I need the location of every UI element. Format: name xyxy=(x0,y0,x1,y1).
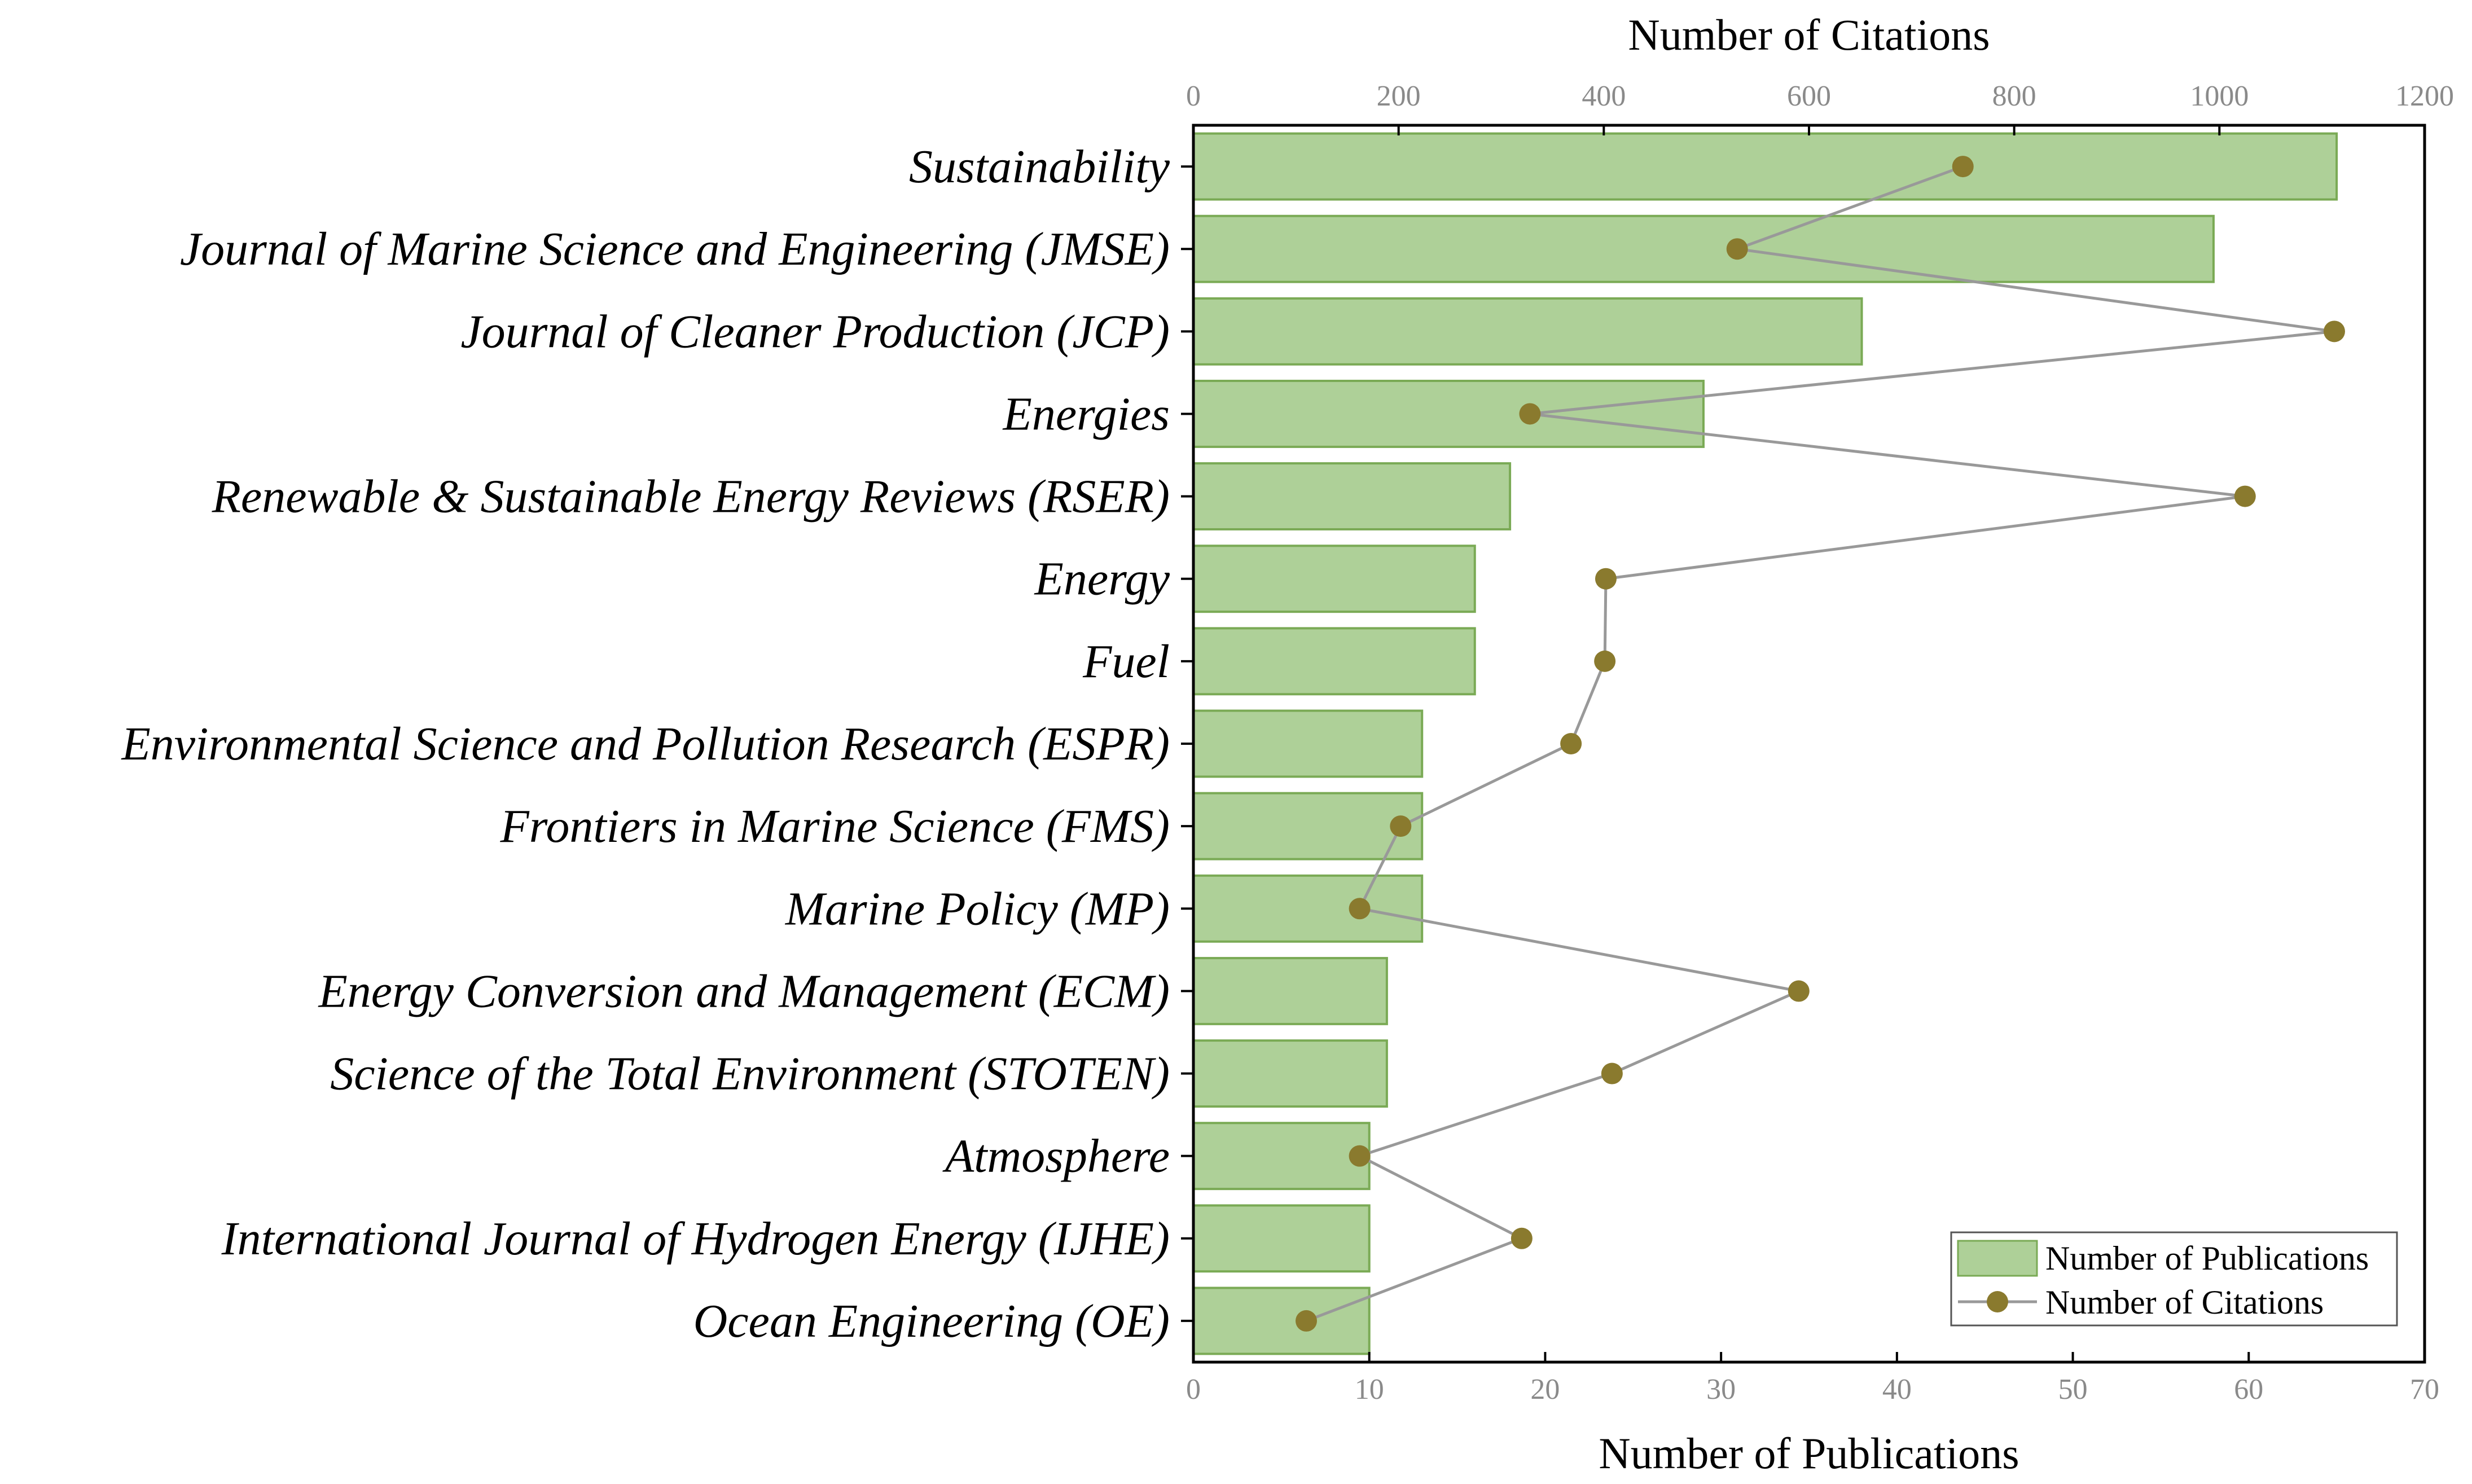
bar-10 xyxy=(1192,956,1388,1025)
top-tick-label-0: 0 xyxy=(1186,80,1201,112)
bar-layer xyxy=(1192,132,2338,1355)
bottom-tick-label-0: 0 xyxy=(1186,1373,1201,1406)
citation-point-13 xyxy=(1511,1227,1533,1249)
bottom-tick-label-3: 30 xyxy=(1706,1373,1736,1406)
bottom-tick-label-1: 10 xyxy=(1355,1373,1384,1406)
bottom-tick-label-6: 60 xyxy=(2234,1373,2263,1406)
top-tick-label-2: 400 xyxy=(1582,80,1626,112)
bar-9 xyxy=(1192,874,1424,943)
bar-11 xyxy=(1192,1039,1388,1108)
citation-point-7 xyxy=(1560,733,1582,754)
bar-7 xyxy=(1192,709,1424,778)
bottom-tick-label-2: 20 xyxy=(1530,1373,1560,1406)
legend-bar-swatch xyxy=(1957,1240,2038,1277)
citation-point-2 xyxy=(2323,320,2345,343)
legend-marker xyxy=(1987,1291,2008,1312)
citation-point-12 xyxy=(1349,1145,1371,1167)
bar-3 xyxy=(1192,380,1705,448)
citation-point-11 xyxy=(1601,1062,1623,1085)
citation-point-4 xyxy=(2234,485,2256,507)
category-label-3: Energies xyxy=(1003,388,1170,440)
citation-point-9 xyxy=(1349,898,1371,920)
category-label-5: Energy xyxy=(1034,553,1170,605)
top-tick-label-6: 1200 xyxy=(2395,80,2454,112)
category-label-0: Sustainability xyxy=(909,141,1170,193)
bar-0 xyxy=(1192,132,2338,201)
bar-5 xyxy=(1192,545,1476,613)
bar-6 xyxy=(1192,627,1476,696)
citation-point-5 xyxy=(1595,568,1617,590)
category-label-10: Energy Conversion and Management (ECM) xyxy=(318,965,1170,1017)
top-tick-label-4: 800 xyxy=(1992,80,2036,112)
bottom-tick-label-5: 50 xyxy=(2058,1373,2088,1406)
top-axis-title: Number of Citations xyxy=(1628,10,1990,59)
citation-point-3 xyxy=(1519,403,1541,425)
top-tick-label-3: 600 xyxy=(1787,80,1831,112)
legend-label-publications: Number of Publications xyxy=(2045,1240,2369,1277)
category-label-2: Journal of Cleaner Production (JCP) xyxy=(460,305,1170,358)
category-label-1: Journal of Marine Science and Engineerin… xyxy=(180,223,1170,275)
legend: Number of Publications Number of Citatio… xyxy=(1950,1231,2398,1327)
category-labels: Sustainability Journal of Marine Science … xyxy=(121,141,1170,1347)
bar-2 xyxy=(1192,297,1863,366)
citation-line-layer xyxy=(1296,156,2345,1332)
legend-label-citations: Number of Citations xyxy=(2045,1284,2324,1321)
citation-point-0 xyxy=(1952,156,1974,178)
category-label-13: International Journal of Hydrogen Energy… xyxy=(221,1213,1170,1265)
citation-point-14 xyxy=(1296,1310,1318,1332)
axis-ticks: 0 10 20 30 40 50 60 70 0 200 400 600 800 1000 1200 xyxy=(1181,80,2454,1406)
citation-point-6 xyxy=(1594,650,1616,672)
category-label-9: Marine Policy (MP) xyxy=(785,883,1170,935)
citation-point-8 xyxy=(1390,815,1412,837)
bar-1 xyxy=(1192,214,2215,283)
category-label-4: Renewable & Sustainable Energy Reviews (… xyxy=(212,471,1170,523)
top-tick-label-1: 200 xyxy=(1377,80,1421,112)
bar-13 xyxy=(1192,1204,1371,1273)
citation-point-1 xyxy=(1726,238,1748,260)
bar-12 xyxy=(1192,1122,1371,1191)
top-tick-label-5: 1000 xyxy=(2190,80,2249,112)
category-label-11: Science of the Total Environment (STOTEN… xyxy=(330,1048,1170,1100)
category-label-6: Fuel xyxy=(1082,635,1170,688)
category-label-12: Atmosphere xyxy=(942,1130,1170,1183)
category-label-7: Environmental Science and Pollution Rese… xyxy=(121,718,1170,770)
bar-14 xyxy=(1192,1287,1371,1355)
bar-4 xyxy=(1192,462,1512,531)
category-label-8: Frontiers in Marine Science (FMS) xyxy=(499,800,1170,853)
category-label-14: Ocean Engineering (OE) xyxy=(693,1295,1170,1347)
bottom-tick-label-4: 40 xyxy=(1882,1373,1912,1406)
citation-point-10 xyxy=(1788,980,1810,1002)
bottom-tick-label-7: 70 xyxy=(2410,1373,2439,1406)
bottom-axis-title: Number of Publications xyxy=(1599,1429,2019,1478)
